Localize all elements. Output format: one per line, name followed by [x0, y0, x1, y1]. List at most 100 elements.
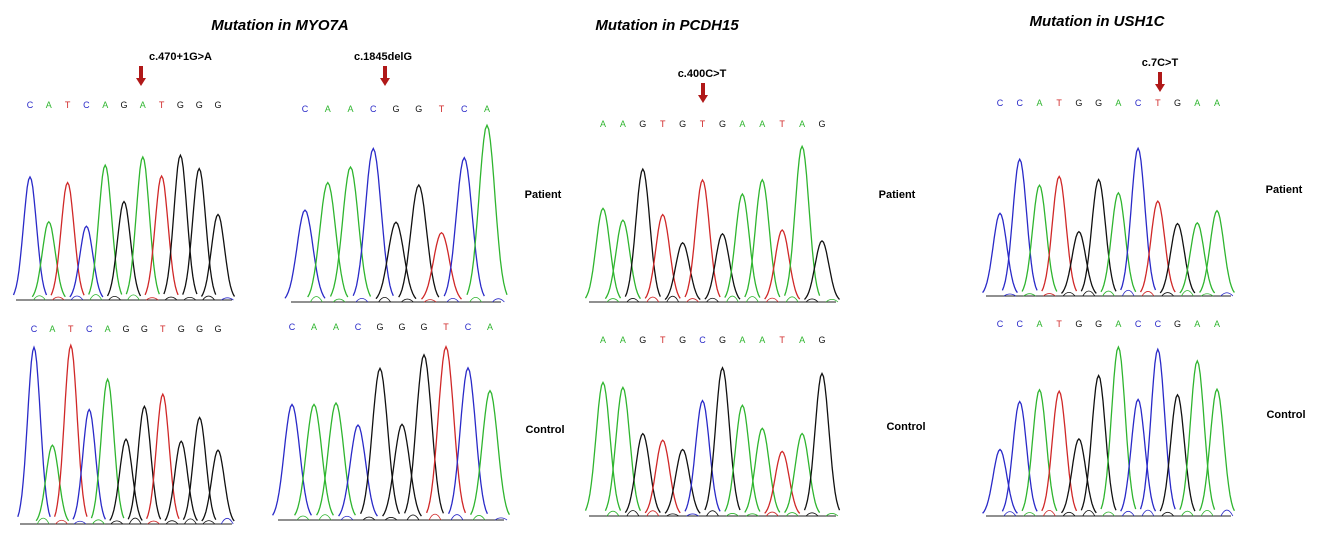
base-call: C: [699, 335, 706, 345]
noise: [127, 294, 140, 301]
base-call: G: [719, 335, 726, 345]
noise: [1062, 511, 1076, 517]
base-call: G: [141, 324, 148, 334]
peak: [447, 366, 489, 515]
peak: [53, 343, 88, 517]
peak: [382, 423, 422, 517]
base-call: C: [355, 322, 362, 332]
peak: [783, 144, 821, 296]
peak: [69, 225, 104, 298]
base-call: G: [1075, 98, 1082, 108]
noise: [805, 298, 819, 303]
base-call: G: [1095, 98, 1102, 108]
peak: [1159, 393, 1196, 512]
peak: [1100, 345, 1137, 510]
noise: [36, 517, 50, 525]
mutation-label: c.7C>T: [1142, 57, 1179, 69]
base-call: A: [46, 100, 52, 110]
base-call: G: [639, 119, 646, 129]
peak: [803, 372, 841, 511]
base-call: C: [1155, 319, 1162, 329]
noise: [1023, 293, 1036, 297]
arrow-shaft: [701, 83, 705, 95]
noise: [1042, 509, 1056, 517]
peak: [584, 207, 622, 299]
patient-label: Patient: [525, 189, 562, 201]
base-call: C: [370, 104, 377, 114]
base-call: C: [83, 100, 90, 110]
noise: [1102, 290, 1115, 297]
peak: [724, 404, 761, 512]
control-label: Control: [525, 424, 564, 436]
base-call: A: [759, 119, 765, 129]
noise: [1082, 290, 1096, 297]
base-call: A: [1115, 319, 1121, 329]
noise: [494, 517, 508, 521]
peak: [443, 156, 485, 297]
noise: [401, 298, 414, 303]
peak: [744, 427, 781, 513]
peak: [1179, 221, 1216, 294]
peak: [1120, 398, 1157, 512]
panel-title: Mutation in USH1C: [1030, 13, 1166, 30]
noise: [805, 512, 819, 517]
noise: [472, 515, 486, 521]
base-call: C: [27, 100, 34, 110]
base-call: C: [461, 104, 468, 114]
peak: [803, 240, 841, 300]
base-call: T: [443, 322, 449, 332]
base-call: A: [799, 119, 805, 129]
peak: [375, 221, 417, 300]
noise: [1141, 509, 1155, 517]
noise: [1003, 511, 1017, 517]
base-call: A: [600, 335, 606, 345]
peak: [35, 444, 70, 522]
base-call: A: [739, 335, 745, 345]
noise: [785, 512, 799, 517]
base-call: G: [679, 335, 686, 345]
base-call: A: [347, 104, 353, 114]
peak: [398, 183, 440, 298]
panel-title: Mutation in PCDH15: [595, 17, 739, 34]
base-call: G: [415, 104, 422, 114]
base-call: G: [398, 322, 405, 332]
base-call: G: [719, 119, 726, 129]
peak: [1061, 230, 1097, 294]
base-call: C: [1135, 98, 1142, 108]
peak: [982, 448, 1018, 514]
base-call: G: [214, 100, 221, 110]
base-call: G: [376, 322, 383, 332]
peak: [338, 424, 378, 517]
peak: [1021, 388, 1058, 512]
base-call: G: [392, 104, 399, 114]
base-call: G: [818, 335, 825, 345]
peak: [1120, 146, 1157, 291]
base-call: G: [1075, 319, 1082, 329]
base-call: A: [739, 119, 745, 129]
base-call: T: [68, 324, 74, 334]
base-call: C: [289, 322, 296, 332]
peak: [1199, 387, 1235, 512]
peak: [284, 209, 326, 299]
noise: [220, 517, 234, 525]
noise: [1003, 293, 1017, 297]
noise: [51, 296, 65, 301]
peak: [182, 416, 217, 520]
peak: [307, 181, 349, 298]
peak: [125, 155, 160, 295]
base-call: A: [105, 324, 111, 334]
peak: [624, 167, 661, 297]
noise: [89, 294, 103, 301]
noise: [108, 295, 121, 301]
peak: [1179, 359, 1216, 510]
noise: [378, 296, 391, 303]
noise: [746, 513, 759, 517]
noise: [785, 296, 799, 303]
noise: [183, 296, 197, 301]
base-call: G: [178, 324, 185, 334]
base-call: A: [311, 322, 317, 332]
peak: [145, 392, 180, 519]
